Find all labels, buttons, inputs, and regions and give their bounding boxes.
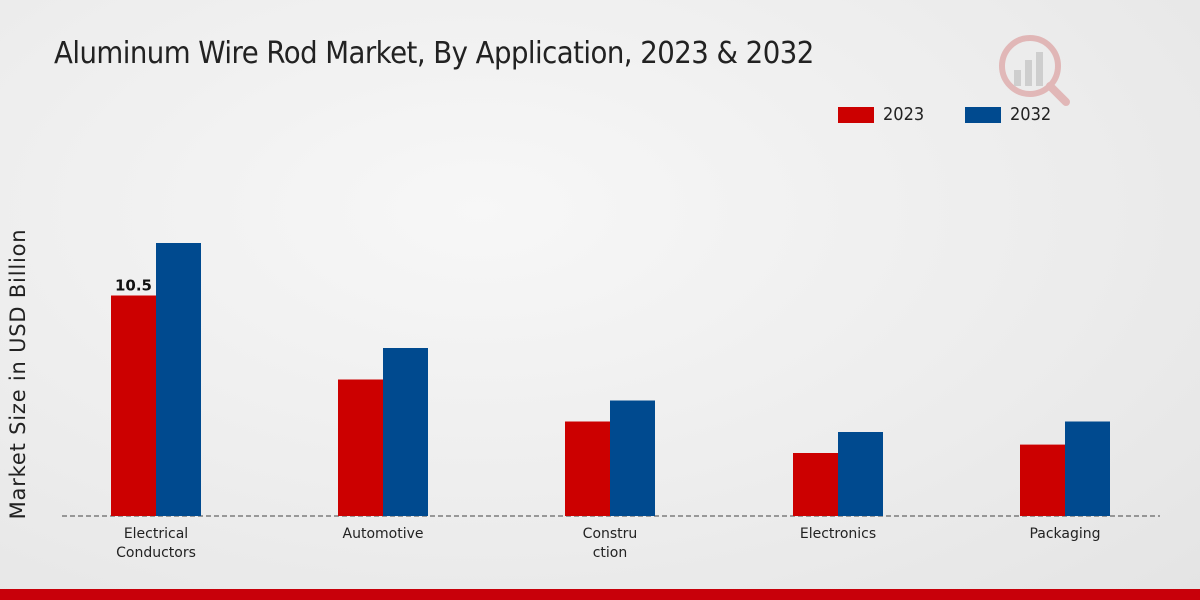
x-tick-label-4: Packaging — [1029, 526, 1100, 542]
bar-2032-4 — [1065, 421, 1110, 516]
bar-2023-2 — [565, 421, 610, 516]
footer-bar — [0, 589, 1200, 600]
bar-2032-0 — [156, 243, 201, 516]
bar-2023-4 — [1020, 444, 1065, 516]
data-label-0: 10.5 — [115, 277, 152, 295]
legend-swatch-2032 — [964, 106, 1001, 123]
bar-2023-1 — [338, 379, 383, 516]
bar-2032-3 — [838, 432, 883, 516]
legend-item-2023: 2023 — [838, 104, 929, 125]
bar-2032-2 — [610, 400, 655, 516]
bar-2023-3 — [793, 453, 838, 516]
bar-2023-0 — [111, 295, 156, 516]
x-tick-label-2: Constru ction — [583, 526, 638, 561]
x-tick-label-0: Electrical Conductors — [116, 526, 196, 561]
legend-swatch-2023 — [838, 106, 874, 123]
legend-item-2032: 2032 — [964, 104, 1056, 125]
legend: 2023 2032 — [838, 104, 1092, 125]
chart-title: Aluminum Wire Rod Market, By Application… — [54, 36, 814, 71]
x-tick-label-1: Automotive — [343, 526, 424, 542]
bar-2032-1 — [383, 348, 428, 516]
legend-label-2032: 2032 — [1009, 104, 1052, 125]
x-tick-label-3: Electronics — [800, 526, 876, 542]
watermark-logo-icon — [999, 35, 1070, 106]
legend-label-2023: 2023 — [883, 104, 925, 125]
